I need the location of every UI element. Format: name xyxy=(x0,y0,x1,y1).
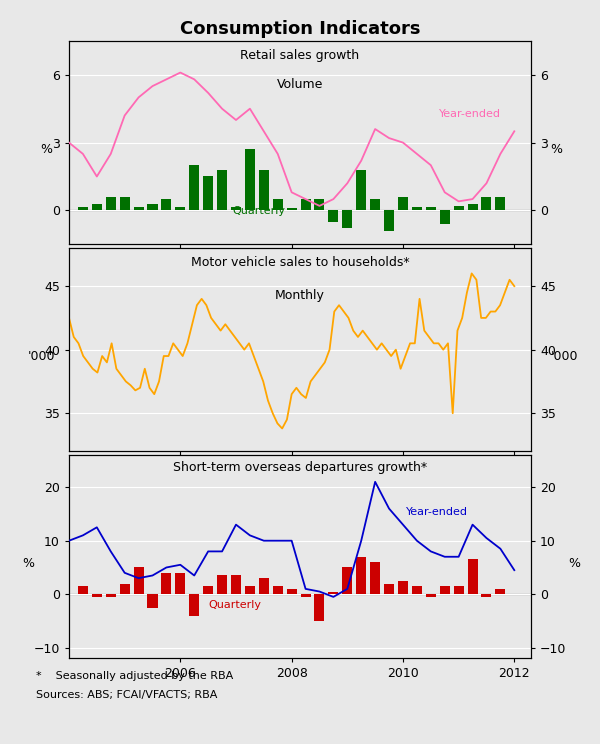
Bar xyxy=(231,576,241,594)
Bar xyxy=(328,591,338,594)
Text: Quarterly: Quarterly xyxy=(232,206,285,216)
Text: Year-ended: Year-ended xyxy=(406,507,468,517)
Bar xyxy=(426,207,436,211)
Text: Volume: Volume xyxy=(277,77,323,91)
Bar xyxy=(356,170,366,211)
Bar xyxy=(398,581,408,594)
Bar xyxy=(287,589,296,594)
Y-axis label: '000: '000 xyxy=(550,350,578,362)
Text: Sources: ABS; FCAI/VFACTS; RBA: Sources: ABS; FCAI/VFACTS; RBA xyxy=(36,690,217,700)
Bar xyxy=(245,150,255,211)
Bar xyxy=(454,586,464,594)
Text: Monthly: Monthly xyxy=(275,289,325,301)
Text: *    Seasonally adjusted by the RBA: * Seasonally adjusted by the RBA xyxy=(36,671,233,681)
Y-axis label: %: % xyxy=(550,143,562,155)
Bar xyxy=(231,207,241,211)
Bar xyxy=(189,594,199,615)
Bar xyxy=(301,594,311,597)
Bar xyxy=(148,204,158,211)
Bar xyxy=(343,568,352,594)
Bar xyxy=(92,204,102,211)
Bar xyxy=(398,197,408,211)
Text: Consumption Indicators: Consumption Indicators xyxy=(180,20,420,38)
Bar xyxy=(370,199,380,211)
Bar xyxy=(467,559,478,594)
Bar xyxy=(412,207,422,211)
Bar xyxy=(259,170,269,211)
Bar xyxy=(314,594,325,621)
Bar xyxy=(78,207,88,211)
Bar xyxy=(78,586,88,594)
Bar xyxy=(119,583,130,594)
Bar xyxy=(370,562,380,594)
Bar xyxy=(134,568,143,594)
Bar xyxy=(440,586,450,594)
Bar xyxy=(301,199,311,211)
Bar xyxy=(106,594,116,597)
Y-axis label: '000: '000 xyxy=(28,350,55,362)
Bar xyxy=(496,589,505,594)
Bar xyxy=(161,573,172,594)
Y-axis label: %: % xyxy=(22,557,34,570)
Bar xyxy=(328,211,338,222)
Bar xyxy=(203,176,213,211)
Bar xyxy=(412,586,422,594)
Text: Retail sales growth: Retail sales growth xyxy=(241,49,359,62)
Bar xyxy=(440,211,450,224)
Bar xyxy=(384,211,394,231)
Bar xyxy=(356,557,366,594)
Bar xyxy=(481,197,491,211)
Bar xyxy=(217,576,227,594)
Text: Quarterly: Quarterly xyxy=(209,600,262,609)
Bar xyxy=(343,211,352,228)
Bar xyxy=(287,208,296,211)
Text: Short-term overseas departures growth*: Short-term overseas departures growth* xyxy=(173,461,427,474)
Bar xyxy=(119,197,130,211)
Bar xyxy=(175,207,185,211)
Bar xyxy=(496,197,505,211)
Bar xyxy=(106,197,116,211)
Bar xyxy=(161,199,172,211)
Bar xyxy=(273,586,283,594)
Bar xyxy=(273,199,283,211)
Bar xyxy=(217,170,227,211)
Bar xyxy=(426,594,436,597)
Bar xyxy=(314,199,325,211)
Text: Year-ended: Year-ended xyxy=(439,109,500,119)
Bar xyxy=(134,207,143,211)
Bar xyxy=(189,165,199,211)
Text: Motor vehicle sales to households*: Motor vehicle sales to households* xyxy=(191,256,409,269)
Bar xyxy=(467,204,478,211)
Bar xyxy=(454,206,464,211)
Bar xyxy=(245,586,255,594)
Bar xyxy=(203,586,213,594)
Bar xyxy=(481,594,491,597)
Bar xyxy=(148,594,158,608)
Y-axis label: %: % xyxy=(40,143,52,155)
Bar xyxy=(259,578,269,594)
Y-axis label: %: % xyxy=(569,557,581,570)
Bar xyxy=(92,594,102,597)
Bar xyxy=(175,573,185,594)
Bar xyxy=(384,583,394,594)
